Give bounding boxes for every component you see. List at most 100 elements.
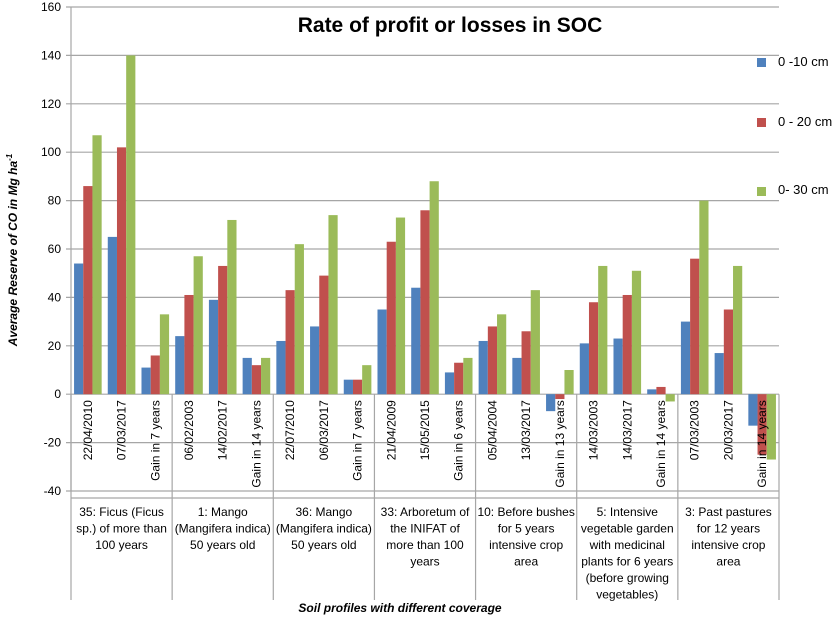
bar <box>631 270 642 395</box>
bar <box>184 294 194 395</box>
y-tick-label: 20 <box>48 339 62 353</box>
category-label: Gain in 7 years <box>351 400 365 481</box>
bar <box>757 394 767 455</box>
y-axis-ticks: -40 -20 0 20 40 60 80 100 120 140 160 <box>41 0 61 498</box>
group-label: 33: Arboretum of the INIFAT of more than 1… <box>381 505 470 569</box>
bar <box>352 379 363 395</box>
bar <box>261 357 271 395</box>
group-label-line: area <box>514 555 538 569</box>
bar <box>680 321 691 395</box>
bar <box>74 263 84 395</box>
bar <box>159 314 170 395</box>
category-label: Gain in 13 years <box>553 400 567 487</box>
y-axis-label-sup: -1 <box>5 153 14 161</box>
y-tick-label: 140 <box>41 48 61 62</box>
bar <box>598 265 608 395</box>
category-label: Gain in 14 years <box>249 400 263 487</box>
bar <box>723 309 734 395</box>
y-tick-label: 80 <box>48 194 62 208</box>
category-label: Gain in 14 years <box>654 400 668 487</box>
bar <box>733 265 743 395</box>
axes <box>70 7 780 600</box>
group-label-line: (Mangifera indica) <box>175 522 271 536</box>
category-label: 13/03/2017 <box>519 400 533 460</box>
bar <box>310 326 320 395</box>
bar <box>656 386 666 395</box>
bar <box>276 340 286 395</box>
bar <box>395 217 406 395</box>
legend-swatch <box>757 118 766 127</box>
bar <box>386 241 396 395</box>
bar <box>647 389 657 395</box>
bar <box>92 135 102 395</box>
group-label-line: 50 years old <box>291 538 356 552</box>
y-tick-label: 120 <box>41 97 61 111</box>
group-labels: 35: Ficus (Ficus sp.) of more than 100 yea… <box>76 505 772 602</box>
category-label: 14/02/2017 <box>216 400 230 460</box>
bar <box>588 302 599 395</box>
bar <box>699 200 709 395</box>
legend-label: 0 -10 cm <box>778 54 829 69</box>
bar <box>377 309 387 395</box>
bar <box>622 294 632 395</box>
y-tick-label: -40 <box>44 484 62 498</box>
bar <box>463 357 473 395</box>
bars <box>74 55 776 460</box>
legend: 0 -10 cm 0 - 20 cm 0- 30 cm <box>757 54 832 197</box>
category-label: 07/03/2003 <box>688 400 702 460</box>
bar <box>478 340 488 395</box>
bar <box>107 236 117 395</box>
group-label-line: 1: Mango <box>198 505 248 519</box>
category-label: Gain in 7 years <box>148 400 162 481</box>
bar <box>766 394 776 460</box>
group-label-line: for 12 years <box>697 522 760 536</box>
y-axis-label-group: Average Reserve of CO in Mg ha-1 <box>5 153 20 347</box>
bar <box>362 365 372 395</box>
bar <box>613 338 623 395</box>
group-label-line: plants for 6 years <box>581 555 673 569</box>
bar <box>141 367 151 395</box>
legend-item: 0- 30 cm <box>757 182 829 197</box>
chart-title: Rate of profit or losses in SOC <box>298 14 603 37</box>
category-label: 14/03/2003 <box>587 400 601 460</box>
group-label-line: 33: Arboretum of <box>381 505 470 519</box>
group-label-line: vegetables) <box>596 588 658 602</box>
bar <box>690 258 700 395</box>
y-axis-label: Average Reserve of CO in Mg ha-1 <box>5 153 20 347</box>
bar <box>83 186 93 395</box>
bar <box>546 394 556 412</box>
bar <box>429 181 439 395</box>
group-label-line: with medicinal <box>589 538 665 552</box>
group-label-line: area <box>716 555 740 569</box>
bar <box>208 299 219 395</box>
group-label-line: 5: Intensive <box>597 505 659 519</box>
group-label: 3: Past pastures for 12 years intensive cr… <box>685 505 772 569</box>
bar <box>714 353 724 395</box>
group-label: 35: Ficus (Ficus sp.) of more than 100 yea… <box>76 505 167 552</box>
category-label: 21/04/2009 <box>384 400 398 460</box>
legend-label: 0- 30 cm <box>778 182 829 197</box>
bar <box>126 55 136 395</box>
legend-item: 0 - 20 cm <box>757 114 832 129</box>
group-label-line: years <box>410 555 439 569</box>
bar <box>150 355 160 395</box>
y-tick-label: 0 <box>54 387 61 401</box>
bar <box>530 290 540 395</box>
x-axis-label: Soil profiles with different coverage <box>298 601 501 615</box>
group-label-line: intensive crop <box>489 538 563 552</box>
y-tick-label: 40 <box>48 290 62 304</box>
group-label-line: (Mangifera indica) <box>276 522 372 536</box>
group-label-line: sp.) of more than <box>76 522 167 536</box>
bar <box>521 331 531 395</box>
bar <box>665 394 675 402</box>
bar <box>328 215 338 395</box>
category-label: 15/05/2015 <box>418 400 432 460</box>
bar <box>294 244 304 395</box>
bar <box>579 343 589 395</box>
bar <box>555 394 565 400</box>
legend-label: 0 - 20 cm <box>778 114 832 129</box>
category-label: 14/03/2017 <box>620 400 634 460</box>
category-label: 07/03/2017 <box>115 400 129 460</box>
bar <box>227 219 237 395</box>
